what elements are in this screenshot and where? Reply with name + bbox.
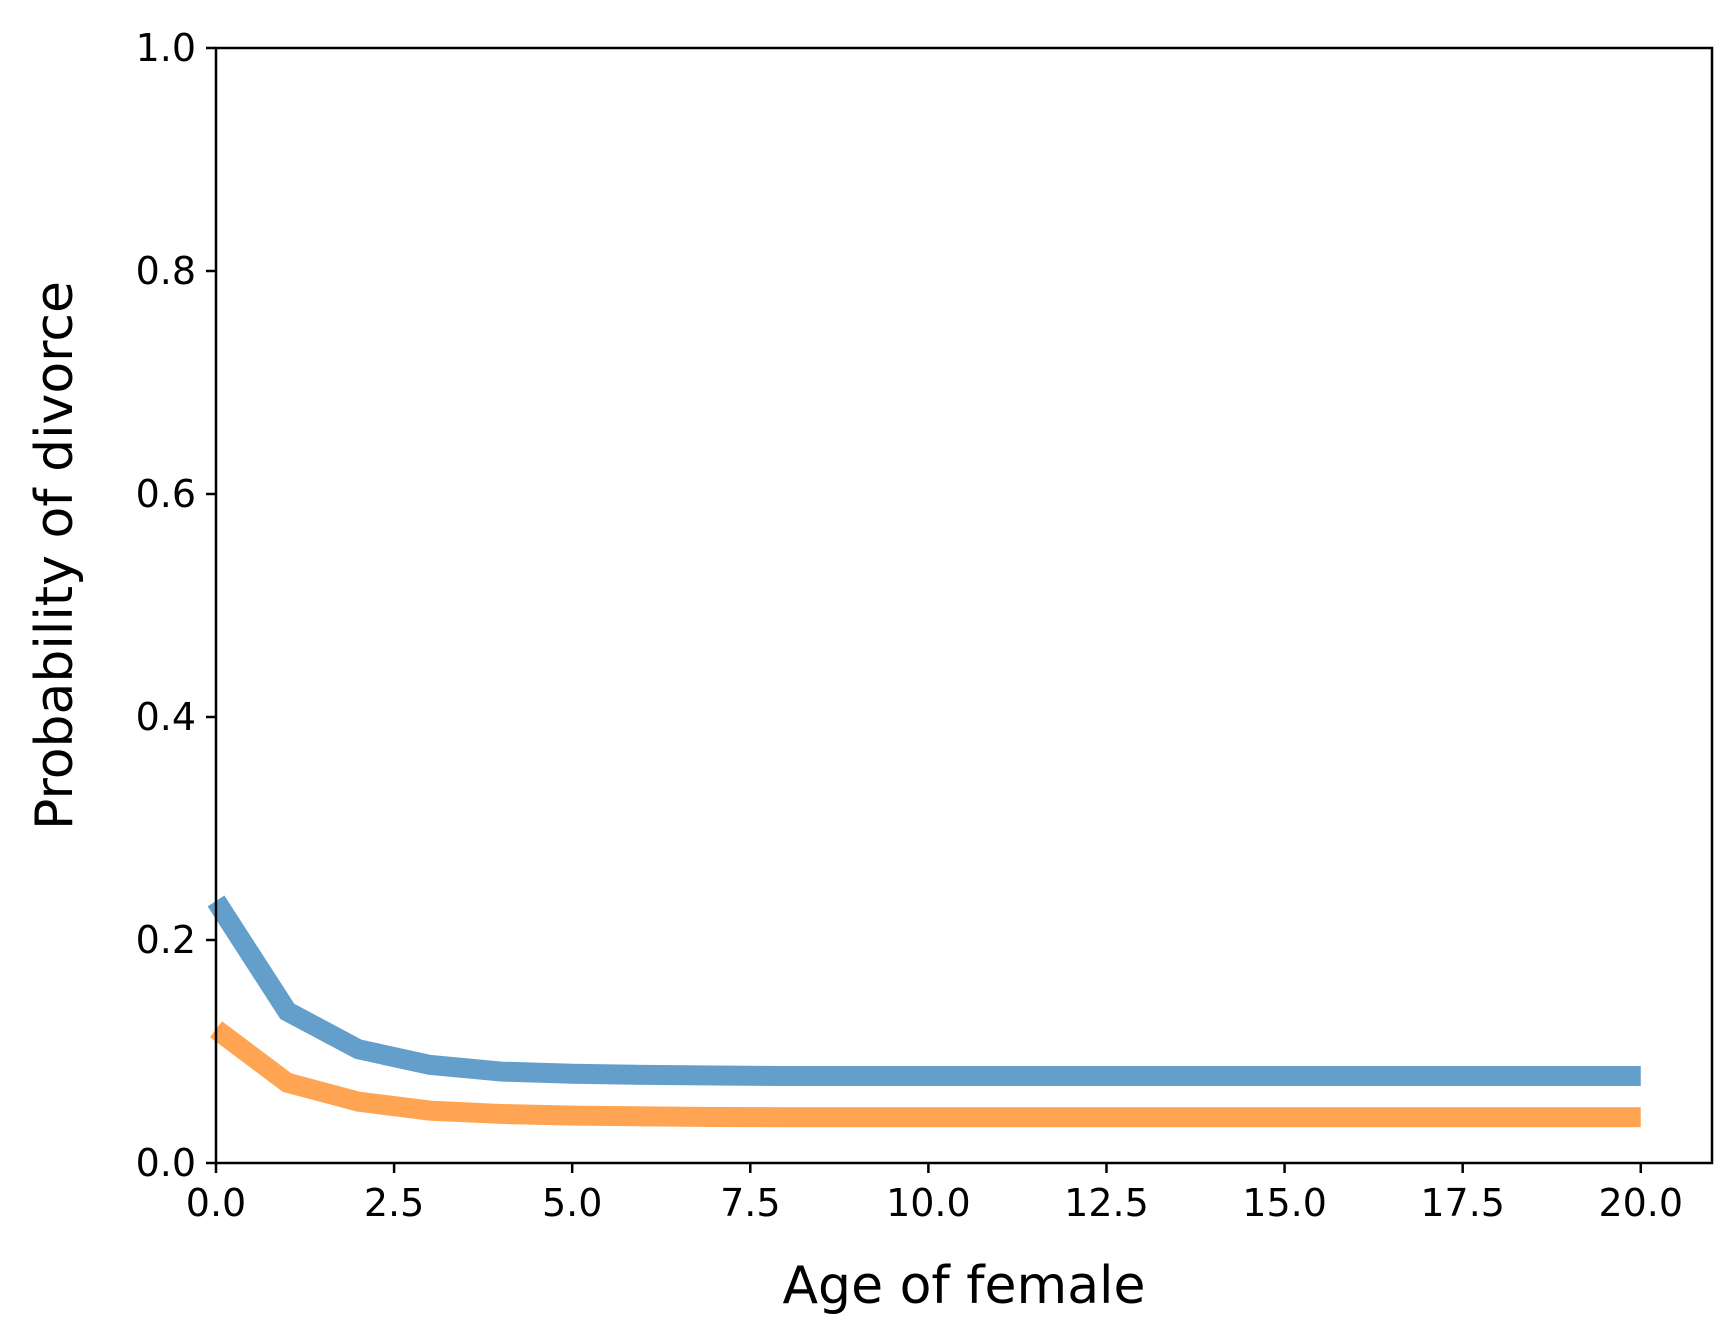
x-tick-label: 10.0 <box>886 1181 971 1225</box>
x-tick-label: 12.5 <box>1064 1181 1149 1225</box>
y-tick-label: 0.0 <box>136 1141 196 1185</box>
y-axis-label: Probability of divorce <box>25 281 85 830</box>
y-axis-ticks: 0.0 0.2 0.4 0.6 0.8 1.0 <box>136 26 216 1185</box>
y-tick-label: 0.2 <box>136 918 196 962</box>
y-tick-label: 0.6 <box>136 472 196 516</box>
y-tick-label: 0.8 <box>136 249 196 293</box>
x-tick-label: 0.0 <box>186 1181 246 1225</box>
x-tick-label: 20.0 <box>1598 1181 1683 1225</box>
x-tick-label: 15.0 <box>1242 1181 1327 1225</box>
x-tick-label: 2.5 <box>364 1181 424 1225</box>
series-layer <box>207 895 1641 1128</box>
series-line-1 <box>207 895 1641 1087</box>
plot-frame <box>214 46 1714 1165</box>
series-line-2 <box>209 1021 1641 1128</box>
x-tick-label: 17.5 <box>1420 1181 1505 1225</box>
x-axis-ticks: 0.0 2.5 5.0 7.5 10.0 12.5 15.0 17.5 20.0 <box>186 1163 1683 1225</box>
x-tick-label: 5.0 <box>542 1181 602 1225</box>
x-axis-label: Age of female <box>782 1256 1145 1316</box>
x-tick-label: 7.5 <box>720 1181 780 1225</box>
y-tick-label: 1.0 <box>136 26 196 70</box>
y-tick-label: 0.4 <box>136 695 196 739</box>
